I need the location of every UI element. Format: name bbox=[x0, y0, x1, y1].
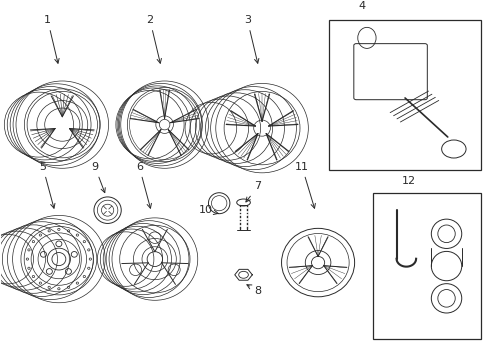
Text: 10: 10 bbox=[199, 206, 219, 215]
Text: 6: 6 bbox=[136, 162, 151, 208]
Text: 2: 2 bbox=[147, 15, 161, 63]
Text: 3: 3 bbox=[244, 15, 259, 63]
Text: 9: 9 bbox=[91, 162, 105, 193]
Text: 12: 12 bbox=[402, 176, 416, 186]
Text: 1: 1 bbox=[44, 15, 59, 63]
Text: 11: 11 bbox=[295, 162, 316, 208]
Text: 7: 7 bbox=[246, 181, 262, 202]
Text: 4: 4 bbox=[358, 1, 365, 12]
Text: 8: 8 bbox=[247, 285, 262, 296]
Bar bbox=[373, 193, 481, 339]
Text: 5: 5 bbox=[39, 162, 55, 208]
Bar bbox=[329, 20, 481, 170]
